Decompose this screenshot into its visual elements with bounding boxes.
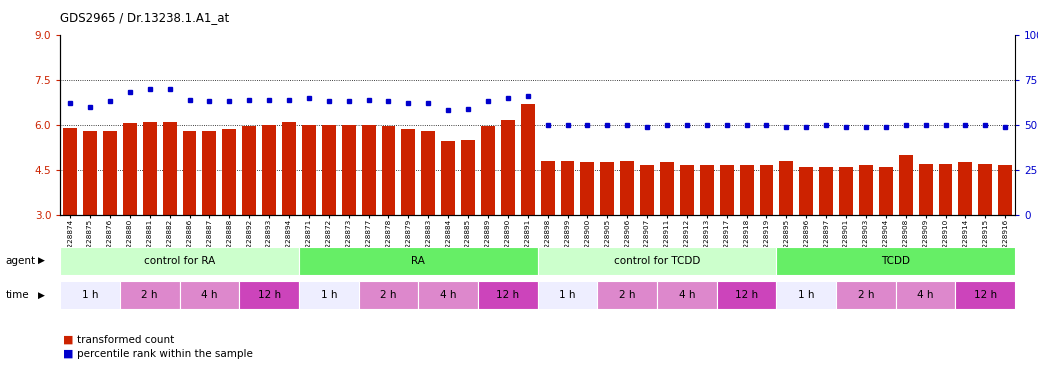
Text: RA: RA [411,256,426,266]
Text: 1 h: 1 h [321,290,337,300]
Text: GDS2965 / Dr.13238.1.A1_at: GDS2965 / Dr.13238.1.A1_at [60,12,229,25]
Bar [716,281,776,309]
Text: percentile rank within the sample: percentile rank within the sample [77,349,252,359]
Bar [501,120,515,215]
Bar [799,167,813,215]
Bar [521,104,535,215]
Bar [919,164,932,215]
Bar [239,281,299,309]
Bar [477,281,538,309]
Text: 4 h: 4 h [440,290,457,300]
Bar [999,166,1012,215]
Bar [263,125,276,215]
Text: 2 h: 2 h [619,290,635,300]
Bar [299,281,359,309]
Bar [955,281,1015,309]
Bar [740,166,754,215]
Text: ■: ■ [63,335,74,345]
Text: ▶: ▶ [38,291,46,300]
Bar [899,155,912,215]
Bar [776,247,1015,275]
Text: 1 h: 1 h [82,290,99,300]
Text: control for RA: control for RA [144,256,215,266]
Bar [819,167,834,215]
Bar [719,166,734,215]
Text: 4 h: 4 h [679,290,695,300]
Bar [836,281,896,309]
Bar [202,131,216,215]
Text: time: time [5,290,29,300]
Bar [541,161,554,215]
Bar [143,122,157,215]
Bar [402,129,415,215]
Text: TCDD: TCDD [881,256,910,266]
Text: 12 h: 12 h [257,290,280,300]
Bar [342,125,356,215]
Bar [222,129,237,215]
Bar [561,161,574,215]
Bar [302,125,316,215]
Text: agent: agent [5,256,35,266]
Bar [859,166,873,215]
Text: 1 h: 1 h [559,290,576,300]
Bar [242,126,256,215]
Bar [299,247,538,275]
Text: 2 h: 2 h [380,290,397,300]
Bar [600,162,614,215]
Bar [163,122,176,215]
Bar [580,162,595,215]
Bar [481,126,495,215]
Bar [183,131,196,215]
Bar [597,281,657,309]
Bar [103,131,117,215]
Bar [879,167,893,215]
Bar [60,281,120,309]
Text: 12 h: 12 h [496,290,519,300]
Bar [180,281,239,309]
Bar [83,131,97,215]
Bar [657,281,716,309]
Bar [359,281,418,309]
Text: 12 h: 12 h [735,290,758,300]
Bar [538,281,597,309]
Bar [621,161,634,215]
Bar [441,141,455,215]
Text: 1 h: 1 h [798,290,815,300]
Bar [760,166,773,215]
Text: transformed count: transformed count [77,335,174,345]
Bar [60,247,299,275]
Bar [382,126,395,215]
Text: 2 h: 2 h [857,290,874,300]
Bar [120,281,180,309]
Text: ▶: ▶ [38,256,46,265]
Bar [839,167,853,215]
Bar [896,281,955,309]
Text: control for TCDD: control for TCDD [613,256,701,266]
Bar [640,166,654,215]
Bar [979,164,992,215]
Bar [780,161,793,215]
Bar [958,162,973,215]
Text: 4 h: 4 h [201,290,218,300]
Bar [776,281,836,309]
Bar [421,131,435,215]
Text: ■: ■ [63,349,74,359]
Bar [538,247,776,275]
Text: 2 h: 2 h [141,290,158,300]
Bar [680,166,693,215]
Text: 4 h: 4 h [918,290,934,300]
Bar [938,164,953,215]
Bar [282,122,296,215]
Bar [461,140,475,215]
Bar [418,281,477,309]
Bar [660,162,674,215]
Bar [322,125,335,215]
Bar [361,125,376,215]
Bar [122,123,137,215]
Bar [700,166,714,215]
Bar [63,128,77,215]
Text: 12 h: 12 h [974,290,996,300]
